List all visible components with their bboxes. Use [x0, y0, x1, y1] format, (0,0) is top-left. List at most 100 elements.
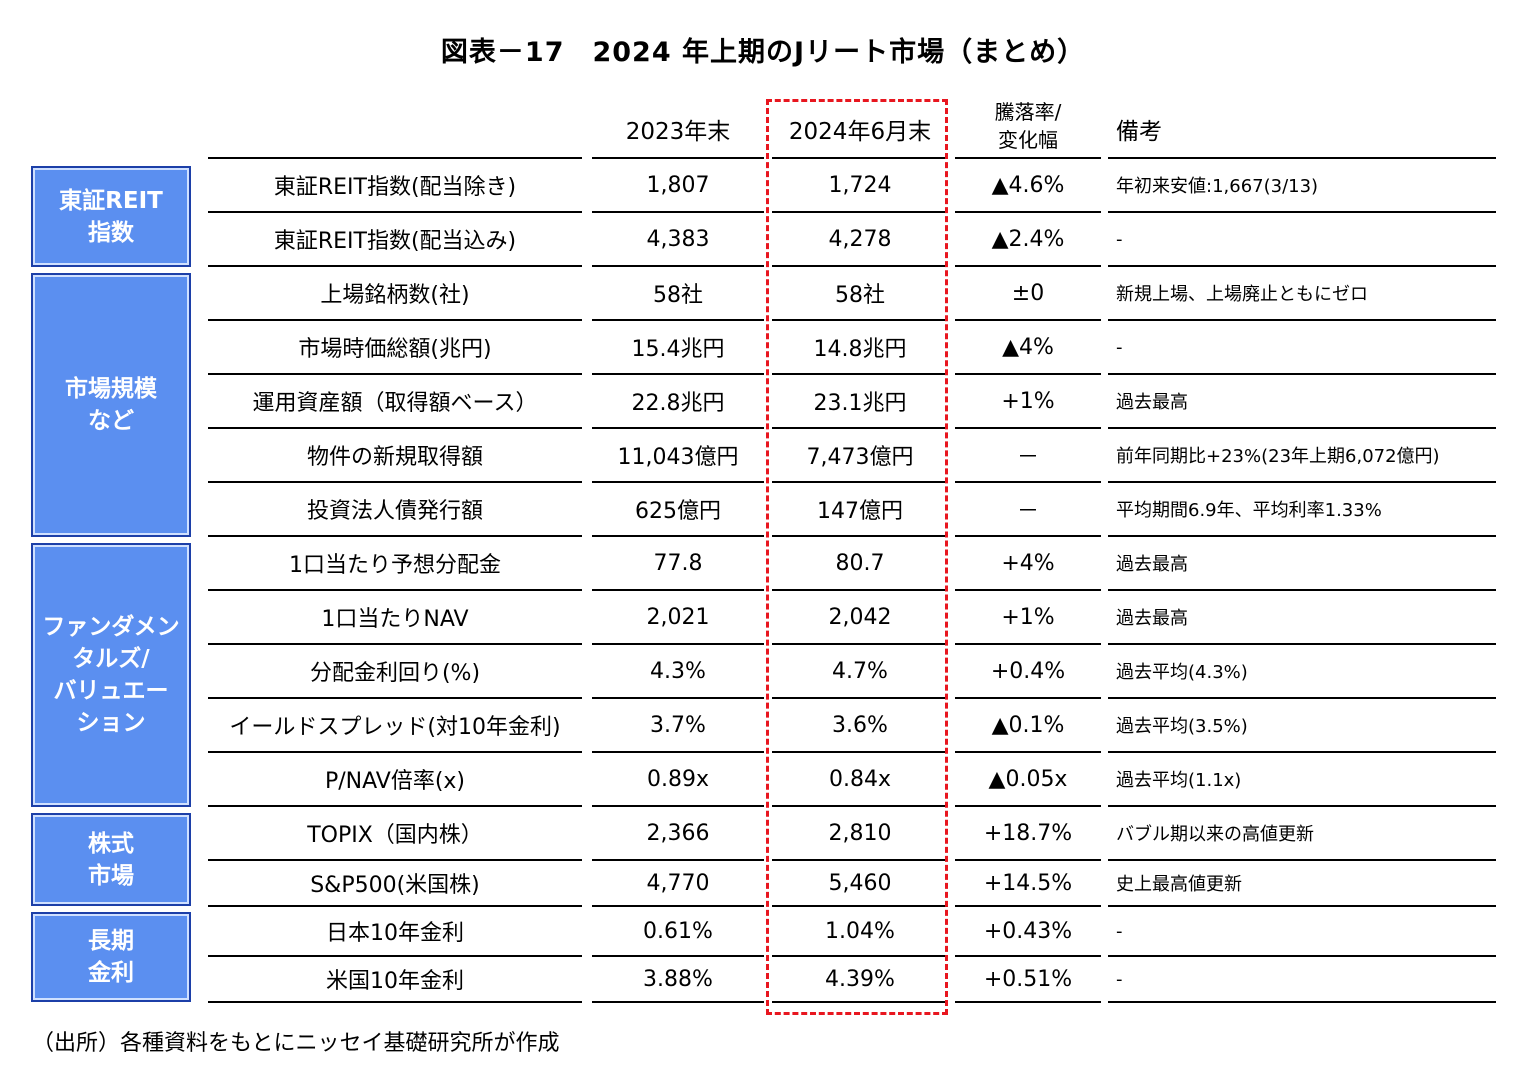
- row-divider: [1108, 319, 1496, 321]
- cell-change: +1%: [1001, 604, 1055, 630]
- row-divider: [955, 265, 1101, 267]
- row-divider: [772, 859, 948, 861]
- cell-v2023: 3.7%: [650, 712, 706, 738]
- row-divider: [955, 157, 1101, 159]
- row-divider: [592, 373, 764, 375]
- row-divider: [592, 589, 764, 591]
- row-divider: [208, 1001, 582, 1003]
- cell-change: +4%: [1001, 550, 1055, 576]
- row-divider: [772, 697, 948, 699]
- cell-note: 過去平均(3.5%): [1116, 716, 1248, 737]
- source-note: （出所）各種資料をもとにニッセイ基礎研究所が作成: [32, 1031, 560, 1056]
- row-divider: [208, 859, 582, 861]
- cell-change: ▲4.6%: [991, 172, 1065, 198]
- row-divider: [208, 805, 582, 807]
- row-divider: [208, 319, 582, 321]
- cell-v2024: 23.1兆円: [813, 391, 907, 416]
- cell-v2024: 58社: [835, 283, 885, 308]
- cell-v2023: 4.3%: [650, 658, 706, 684]
- row-divider: [1108, 157, 1496, 159]
- cell-v2023: 11,043億円: [617, 445, 739, 470]
- cell-note: 前年同期比+23%(23年上期6,072億円): [1116, 446, 1440, 467]
- row-divider: [592, 955, 764, 957]
- cell-name: TOPIX（国内株）: [307, 823, 483, 848]
- row-divider: [955, 373, 1101, 375]
- cell-change: ▲4%: [1002, 334, 1054, 360]
- cell-v2023: 4,383: [646, 226, 710, 252]
- category-stock-market: 株式 市場: [31, 813, 191, 906]
- cell-note: 新規上場、上場廃止ともにゼロ: [1116, 284, 1368, 305]
- row-divider: [208, 211, 582, 213]
- row-divider: [955, 1001, 1101, 1003]
- cell-v2023: 15.4兆円: [631, 337, 725, 362]
- cell-change: +1%: [1001, 388, 1055, 414]
- row-divider: [1108, 589, 1496, 591]
- row-divider: [208, 157, 582, 159]
- row-divider: [208, 265, 582, 267]
- cell-v2023: 3.88%: [643, 966, 713, 992]
- row-divider: [592, 751, 764, 753]
- cell-name: 物件の新規取得額: [306, 445, 483, 470]
- cell-name: 投資法人債発行額: [306, 499, 483, 524]
- row-divider: [592, 697, 764, 699]
- cell-v2024: 4,278: [828, 226, 892, 252]
- cell-v2023: 0.89x: [646, 766, 709, 792]
- cell-v2024: 2,810: [828, 820, 892, 846]
- row-divider: [772, 265, 948, 267]
- cell-note: 過去最高: [1116, 554, 1188, 575]
- cell-note: -: [1116, 336, 1123, 358]
- category-tse-reit-index: 東証REIT 指数: [31, 166, 191, 267]
- row-divider: [1108, 859, 1496, 861]
- row-divider: [1108, 643, 1496, 645]
- row-divider: [955, 805, 1101, 807]
- row-divider: [208, 535, 582, 537]
- cell-change: －: [1016, 445, 1039, 470]
- cell-v2023: 22.8兆円: [631, 391, 725, 416]
- cell-v2023: 58社: [653, 283, 703, 308]
- cell-note: -: [1116, 228, 1123, 250]
- row-divider: [772, 589, 948, 591]
- page-title: 図表－17 2024 年上期のJリート市場（まとめ）: [440, 37, 1086, 68]
- row-divider: [1108, 1001, 1496, 1003]
- cell-v2023: 2,366: [646, 820, 710, 846]
- row-divider: [955, 751, 1101, 753]
- cell-note: 平均期間6.9年、平均利率1.33%: [1116, 500, 1382, 521]
- cell-change: ▲0.1%: [991, 712, 1065, 738]
- row-divider: [592, 859, 764, 861]
- row-divider: [592, 427, 764, 429]
- row-divider: [955, 319, 1101, 321]
- row-divider: [592, 805, 764, 807]
- cell-change: －: [1016, 499, 1039, 524]
- cell-name: 東証REIT指数(配当込み): [273, 229, 517, 254]
- row-divider: [1108, 697, 1496, 699]
- header-change: 騰落率/ 変化幅: [994, 100, 1062, 152]
- row-divider: [955, 211, 1101, 213]
- row-divider: [1108, 751, 1496, 753]
- cell-name: 市場時価総額(兆円): [298, 337, 492, 362]
- row-divider: [1108, 955, 1496, 957]
- cell-change: +0.4%: [990, 658, 1066, 684]
- cell-v2023: 0.61%: [643, 918, 713, 944]
- cell-note: 過去平均(4.3%): [1116, 662, 1248, 683]
- row-divider: [772, 157, 948, 159]
- row-divider: [1108, 905, 1496, 907]
- cell-change: +14.5%: [983, 870, 1073, 896]
- row-divider: [208, 589, 582, 591]
- cell-v2023: 2,021: [646, 604, 710, 630]
- row-divider: [1108, 265, 1496, 267]
- row-divider: [772, 481, 948, 483]
- cell-note: -: [1116, 920, 1123, 942]
- row-divider: [208, 955, 582, 957]
- row-divider: [955, 427, 1101, 429]
- row-divider: [772, 427, 948, 429]
- cell-name: 米国10年金利: [326, 969, 464, 994]
- cell-v2024: 147億円: [817, 499, 903, 524]
- cell-v2024: 3.6%: [832, 712, 888, 738]
- row-divider: [1108, 535, 1496, 537]
- header-note: 備考: [1116, 119, 1162, 145]
- row-divider: [772, 535, 948, 537]
- row-divider: [208, 427, 582, 429]
- row-divider: [208, 373, 582, 375]
- cell-v2023: 77.8: [653, 550, 703, 576]
- header-2024: 2024年6月末: [788, 119, 932, 145]
